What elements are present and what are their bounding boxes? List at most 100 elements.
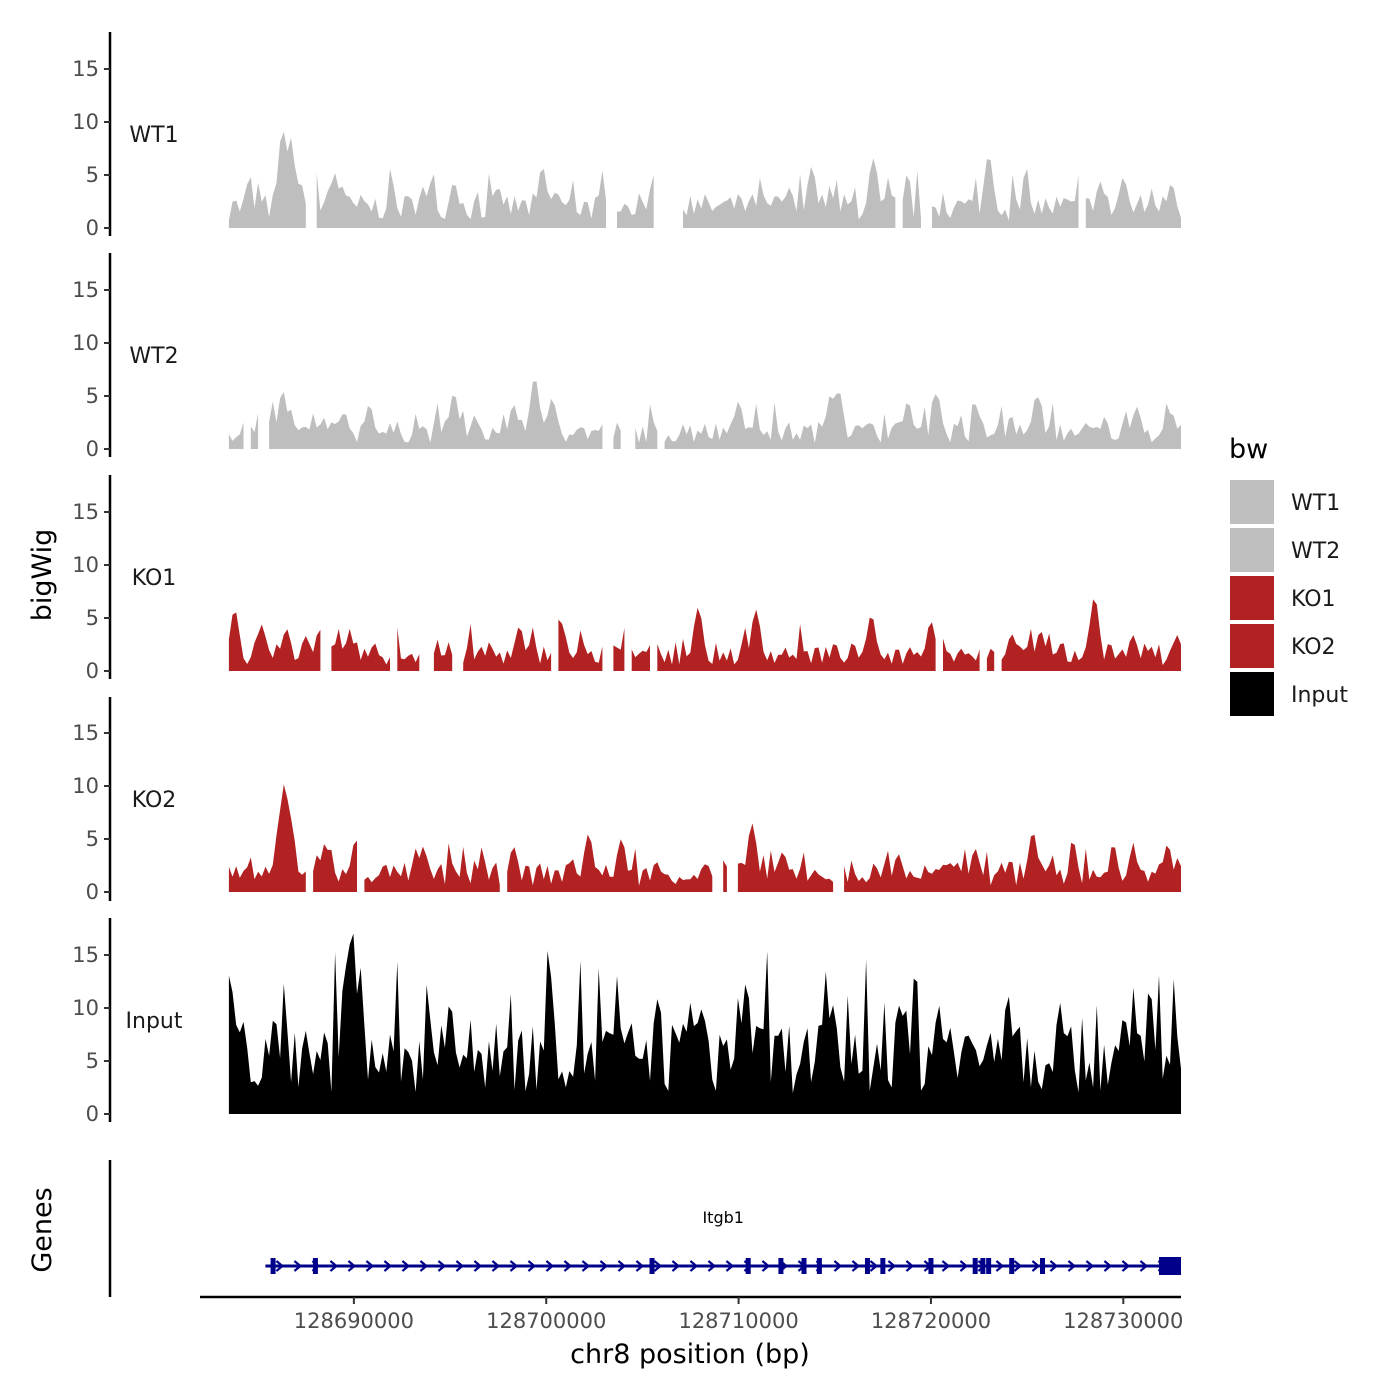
legend-entry-wt2: WT2	[1230, 528, 1340, 572]
strand-arrow-icon	[617, 1260, 627, 1272]
exon	[880, 1258, 886, 1274]
y-tick-label: 10	[72, 331, 99, 355]
y-tick-label: 5	[86, 384, 99, 408]
area-ko1	[228, 612, 321, 671]
strand-arrow-icon	[419, 1260, 429, 1272]
strand-arrow-icon	[995, 1260, 1005, 1272]
genes-panel-title: Genes	[27, 1187, 58, 1272]
legend-label: WT2	[1291, 539, 1340, 564]
y-tick-label: 5	[86, 606, 99, 630]
x-tick-label: 128700000	[486, 1309, 606, 1333]
strand-arrow-icon	[347, 1260, 357, 1272]
exon	[1009, 1258, 1015, 1274]
legend-swatch	[1230, 480, 1274, 524]
strand-arrow-icon	[1013, 1260, 1023, 1272]
area-ko2	[844, 834, 1181, 892]
strand-arrow-icon	[1067, 1260, 1077, 1272]
strand-arrow-icon	[905, 1260, 915, 1272]
strand-arrow-icon	[653, 1260, 663, 1272]
exon	[986, 1258, 992, 1274]
area-ko2	[723, 860, 727, 892]
legend-entry-ko1: KO1	[1230, 576, 1336, 620]
area-ko1	[331, 628, 390, 671]
y-tick-label: 0	[86, 1102, 99, 1126]
area-ko2	[507, 834, 713, 892]
area-input	[228, 933, 1181, 1114]
x-tick-label: 128720000	[871, 1309, 991, 1333]
strand-arrow-icon	[527, 1260, 537, 1272]
y-tick-label: 15	[72, 721, 99, 745]
x-axis: 128690000 128700000 128710000 128720000 1287…	[200, 1295, 1183, 1333]
area-ko1	[433, 639, 453, 671]
strand-arrow-icon	[383, 1260, 393, 1272]
strand-arrow-icon	[833, 1260, 843, 1272]
area-wt2	[228, 422, 244, 449]
strand-arrow-icon	[293, 1260, 303, 1272]
strand-arrow-icon	[1121, 1260, 1131, 1272]
y-tick-label: 10	[72, 110, 99, 134]
track-label-input: Input	[126, 1009, 183, 1034]
area-wt1	[1085, 177, 1181, 228]
y-tick-label: 15	[72, 57, 99, 81]
legend-swatch	[1230, 672, 1274, 716]
area-ko2	[313, 840, 357, 892]
x-tick-label: 128710000	[678, 1309, 798, 1333]
area-wt2	[635, 404, 658, 449]
exon	[816, 1258, 822, 1274]
area-ko1	[1001, 599, 1181, 671]
legend-swatch	[1230, 528, 1274, 572]
area-wt2	[613, 422, 621, 449]
exon	[801, 1258, 807, 1274]
legend-label: Input	[1291, 683, 1348, 708]
strand-arrow-icon	[329, 1260, 339, 1272]
y-tick-label: 0	[86, 437, 99, 461]
legend-label: WT1	[1291, 491, 1340, 516]
legend-title: bw	[1229, 434, 1268, 465]
strand-arrow-icon	[887, 1260, 897, 1272]
gene-name-label: Itgb1	[702, 1208, 743, 1227]
track-wt1: 0 5 10 15 WT1	[72, 32, 1181, 240]
strand-arrow-icon	[671, 1260, 681, 1272]
strand-arrow-icon	[761, 1260, 771, 1272]
strand-arrow-icon	[941, 1260, 951, 1272]
y-tick-label: 10	[72, 996, 99, 1020]
track-ko1: 0 5 10 15 KO1	[72, 475, 1181, 683]
strand-arrow-icon	[455, 1260, 465, 1272]
strand-arrow-icon	[707, 1260, 717, 1272]
strand-arrow-icon	[545, 1260, 555, 1272]
area-ko1	[613, 628, 625, 671]
exon	[778, 1258, 784, 1274]
area-ko1	[397, 627, 420, 671]
strand-arrow-icon	[725, 1260, 735, 1272]
y-tick-label: 0	[86, 880, 99, 904]
strand-arrow-icon	[437, 1260, 447, 1272]
utr-block	[1159, 1257, 1181, 1275]
strand-arrow-icon	[959, 1260, 969, 1272]
track-label-ko1: KO1	[132, 566, 177, 591]
y-axis-title: bigWig	[27, 529, 58, 622]
area-ko1	[558, 619, 603, 671]
strand-arrow-icon	[851, 1260, 861, 1272]
y-tick-label: 15	[72, 943, 99, 967]
area-wt1	[902, 170, 921, 228]
legend-label: KO2	[1291, 635, 1336, 660]
area-wt1	[617, 175, 654, 228]
legend: bw WT1 WT2 KO1 KO2 Input	[1229, 434, 1348, 716]
legend-entries: WT1 WT2 KO1 KO2 Input	[1230, 480, 1348, 716]
strand-arrow-icon	[1103, 1260, 1113, 1272]
area-ko1	[657, 607, 936, 671]
strand-arrow-icon	[689, 1260, 699, 1272]
x-axis-title: chr8 position (bp)	[570, 1339, 810, 1370]
x-tick-label: 128730000	[1063, 1309, 1183, 1333]
track-label-ko2: KO2	[132, 788, 177, 813]
exon	[864, 1258, 870, 1274]
area-ko2	[364, 843, 500, 892]
track-label-wt2: WT2	[129, 344, 178, 369]
exon	[972, 1258, 978, 1274]
signal-tracks: 0 5 10 15 WT1 0 5 10 15 WT2 0 5 10 15 KO1 0 5 10 15 KO2 0 5 10…	[72, 32, 1181, 1126]
y-tick-label: 0	[86, 216, 99, 240]
track-input: 0 5 10 15 Input	[72, 918, 1181, 1126]
strand-arrow-icon	[365, 1260, 375, 1272]
legend-label: KO1	[1291, 587, 1336, 612]
gene-itgb1: Itgb1	[265, 1208, 1181, 1275]
